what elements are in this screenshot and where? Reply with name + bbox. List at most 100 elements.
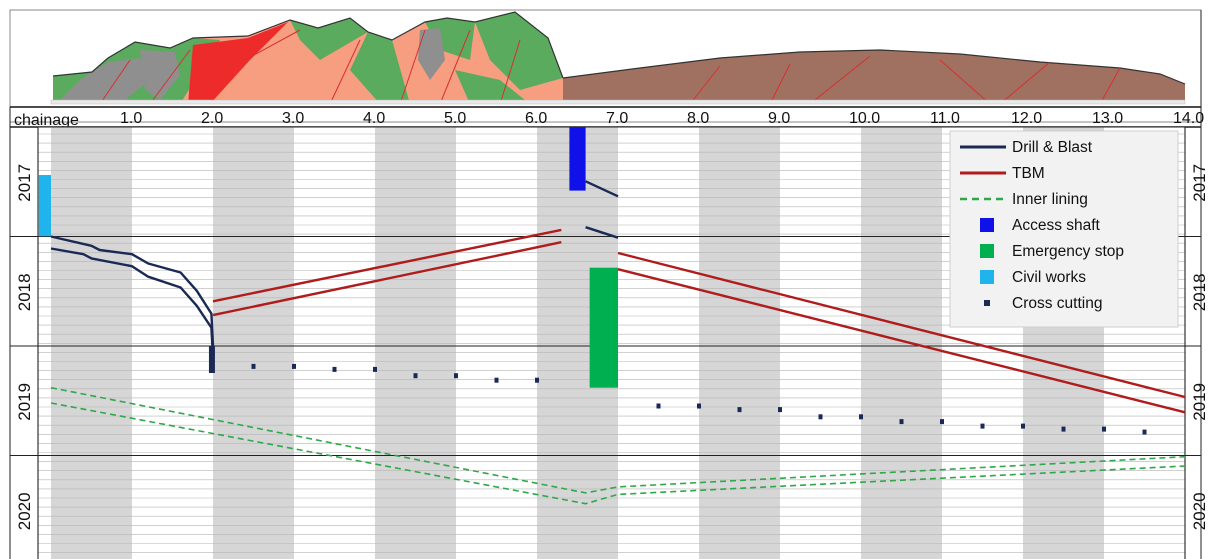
profile-fault-line (244, 29, 301, 61)
legend-label: Inner lining (1012, 191, 1088, 208)
profile-facet (290, 18, 368, 60)
legend-swatch-box (980, 270, 994, 284)
x-tick-label: 13.0 (1092, 110, 1123, 127)
x-tick-label: 6.0 (525, 110, 547, 127)
y-year-label-left: 2019 (15, 383, 34, 421)
series-line-inner-lining (50, 386, 1186, 494)
x-tick-label: 10.0 (849, 110, 880, 127)
cross-cutting-point (656, 403, 661, 409)
legend-label: TBM (1012, 165, 1045, 182)
profile-facet (475, 12, 563, 90)
y-year-label-left: 2017 (15, 164, 34, 202)
profile-facet (350, 32, 410, 104)
cross-cutting-point (535, 377, 539, 383)
cross-cutting-point (251, 363, 256, 369)
cross-cutting-point (373, 366, 377, 372)
x-tick-label: 11.0 (930, 110, 960, 127)
box-emergency-stop (589, 267, 618, 388)
legend-label: Emergency stop (1012, 243, 1124, 260)
legend-item: Access shaft (980, 217, 1101, 234)
profile-right-outline (562, 49, 1186, 85)
cross-cutting-point (859, 414, 863, 420)
cross-cutting-point (940, 419, 944, 425)
drill-blast-end-marker (208, 346, 215, 373)
y-year-label-left: 2018 (15, 273, 34, 311)
cross-cutting-point (778, 407, 782, 413)
profile-facet (455, 70, 530, 104)
y-year-label-right: 2017 (1190, 164, 1209, 202)
cross-cutting-point (413, 373, 418, 379)
x-axis-label: chainage (14, 112, 79, 129)
series-line-inner-lining (50, 402, 1186, 505)
cross-cutting-point (1142, 429, 1147, 435)
cross-cutting-point (980, 423, 985, 429)
legend: Drill & Blast TBM Inner lining Access shaft… (949, 130, 1179, 328)
profile-fault-line (149, 49, 191, 105)
profile-left-outline (52, 11, 564, 79)
profile-right-segment (563, 50, 1185, 104)
y-year-label-right: 2020 (1190, 492, 1209, 530)
series-line-tbm (212, 241, 562, 317)
box-civil-works (38, 175, 51, 237)
series-line-tbm (617, 268, 1186, 414)
profile-facet (188, 22, 288, 104)
tunnel-alignment (50, 99, 1186, 105)
profile-fault-line (439, 29, 471, 105)
series-line-drill-blast (585, 226, 619, 239)
series-line-tbm (617, 251, 1186, 399)
x-tick-label: 5.0 (444, 110, 466, 127)
x-tick-label: 14.0 (1173, 110, 1204, 127)
cross-cutting-point (697, 403, 701, 409)
profile-fault-line (689, 65, 721, 105)
y-year-label-right: 2019 (1190, 383, 1209, 421)
cross-cutting-point (818, 414, 823, 420)
legend-label: Cross cutting (1012, 295, 1102, 312)
x-tick-label: 3.0 (282, 110, 304, 127)
x-tick-label: 4.0 (363, 110, 385, 127)
x-tick-label: 7.0 (606, 110, 628, 127)
profile-fault-line (329, 39, 361, 105)
y-year-label-right: 2018 (1190, 273, 1209, 311)
y-year-label-left: 2020 (15, 492, 34, 530)
series-line-drill-blast (50, 235, 215, 346)
cross-cutting-point (737, 407, 742, 413)
series-line-drill-blast (50, 247, 215, 359)
profile-fault-line (769, 63, 791, 105)
x-tick-label: 9.0 (768, 110, 790, 127)
profile-fault-line (1099, 67, 1121, 105)
profile-facet (60, 58, 150, 104)
legend-label: Access shaft (1012, 217, 1101, 234)
x-tick-label: 8.0 (687, 110, 709, 127)
cross-cutting-point (494, 377, 499, 383)
profile-fault-line (999, 61, 1051, 105)
schedule-series (38, 127, 1186, 505)
series-line-tbm (212, 228, 562, 303)
series-line-drill-blast (585, 180, 619, 198)
profile-fault-line (99, 59, 131, 105)
cross-cutting-point (332, 366, 337, 372)
legend-label: Drill & Blast (1012, 139, 1093, 156)
legend-item: Cross cutting (984, 295, 1102, 312)
profile-facet (418, 28, 445, 80)
legend-label: Civil works (1012, 269, 1086, 286)
legend-item: TBM (960, 165, 1045, 182)
box-access-shaft (569, 127, 586, 191)
chainage-bands: 2017 2017 2018 2018 2019 2019 2020 2020 (9, 10, 1209, 559)
cross-cutting-point (1102, 426, 1106, 432)
legend-swatch-dot (984, 300, 990, 306)
profile-facet (140, 50, 180, 100)
profile-fault-line (399, 29, 426, 105)
cross-cutting-point (1061, 426, 1066, 432)
geological-profile (9, 9, 1202, 123)
cross-cutting-point (292, 363, 296, 369)
cross-cutting-point (1021, 423, 1025, 429)
legend-item: Drill & Blast (960, 139, 1093, 156)
legend-item: Emergency stop (980, 243, 1124, 260)
legend-swatch-box (980, 244, 994, 258)
x-tick-label: 1.0 (120, 110, 142, 127)
cross-cutting-point (899, 419, 904, 425)
legend-item: Civil works (980, 269, 1086, 286)
profile-fault-line (499, 39, 521, 105)
profile-fault-line (809, 55, 871, 105)
